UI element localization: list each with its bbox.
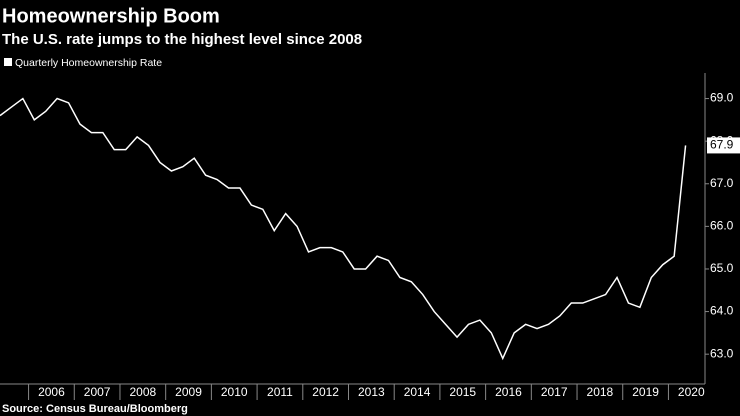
x-tick-label: 2020 bbox=[678, 385, 705, 399]
x-tick-label: 2009 bbox=[175, 385, 202, 399]
last-value-label: 67.9 bbox=[710, 138, 734, 152]
x-tick-label: 2016 bbox=[495, 385, 522, 399]
x-tick-label: 2017 bbox=[541, 385, 568, 399]
y-tick-label: 67.0 bbox=[710, 176, 734, 190]
x-tick-label: 2008 bbox=[129, 385, 156, 399]
x-tick-label: 2014 bbox=[404, 385, 431, 399]
x-tick-label: 2010 bbox=[221, 385, 248, 399]
y-tick-label: 64.0 bbox=[710, 304, 734, 318]
line bbox=[0, 97, 687, 361]
y-tick-label: 69.0 bbox=[710, 91, 734, 105]
x-tick-label: 2015 bbox=[449, 385, 476, 399]
y-tick-label: 63.0 bbox=[710, 346, 734, 360]
source: Source: Census Bureau/Bloomberg bbox=[2, 403, 188, 415]
x-tick-label: 2012 bbox=[312, 385, 339, 399]
x-tick-label: 2006 bbox=[38, 385, 65, 399]
x-tick-label: 2007 bbox=[84, 385, 111, 399]
x-tick-label: 2011 bbox=[267, 385, 293, 399]
x-tick-label: 2018 bbox=[587, 385, 614, 399]
legend-label: Quarterly Homeownership Rate bbox=[15, 57, 162, 69]
y-tick-label: 66.0 bbox=[710, 219, 734, 233]
chart-subtitle: The U.S. rate jumps to the highest level… bbox=[2, 31, 362, 48]
legend-swatch bbox=[4, 58, 12, 66]
y-tick-label: 65.0 bbox=[710, 261, 734, 275]
x-tick-label: 2013 bbox=[358, 385, 385, 399]
last-value-box bbox=[707, 137, 740, 154]
chart-title: Homeownership Boom bbox=[2, 5, 220, 27]
x-tick-label: 2019 bbox=[632, 385, 659, 399]
